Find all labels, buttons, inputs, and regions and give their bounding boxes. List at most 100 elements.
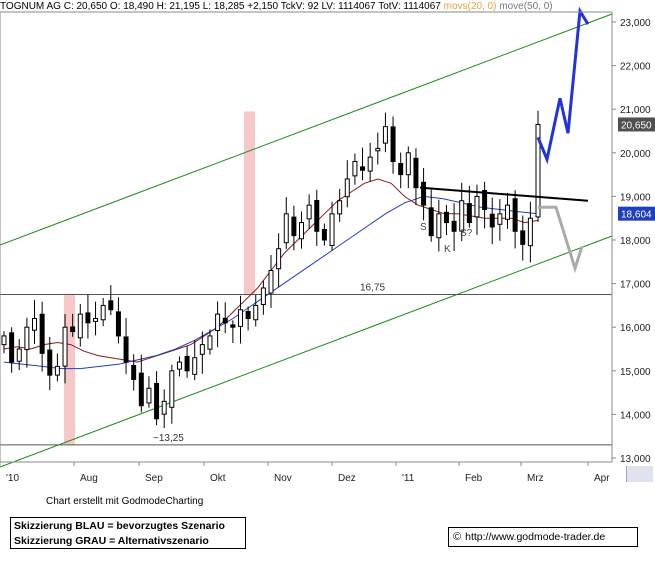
candle-body xyxy=(299,222,305,240)
candle-body xyxy=(451,220,457,232)
y-tick-label: 20,000 xyxy=(620,149,651,160)
candle-body xyxy=(146,387,152,404)
level-label: ~13,25 xyxy=(153,433,184,444)
candle-body xyxy=(54,365,60,376)
candle-body xyxy=(360,166,366,171)
candle-body xyxy=(85,312,91,324)
candle-body xyxy=(1,335,7,346)
source-url[interactable]: © http://www.godmode-trader.de xyxy=(448,527,638,547)
x-tick-label: Okt xyxy=(210,473,226,484)
candle-body xyxy=(306,204,312,220)
candle-body xyxy=(154,382,160,420)
level-label: 16,75 xyxy=(360,283,385,294)
candle-body xyxy=(283,213,289,244)
candle-body xyxy=(230,324,236,328)
ma20-legend: movs(20, 0) xyxy=(443,1,497,12)
y-tick-label: 14,000 xyxy=(620,410,651,421)
candle-body xyxy=(253,304,259,321)
candle-body xyxy=(421,181,427,206)
candle-body xyxy=(466,203,472,224)
candle-body xyxy=(443,211,449,224)
candle-body xyxy=(138,372,144,407)
candle-body xyxy=(62,326,68,367)
candle-body xyxy=(24,326,30,351)
candle-body xyxy=(131,365,137,381)
candle-body xyxy=(32,317,38,331)
candle-body xyxy=(9,332,15,363)
x-tick-label: Feb xyxy=(465,473,483,484)
high-value: H: 21,195 xyxy=(156,1,200,12)
candle-body xyxy=(237,309,243,327)
candle-body xyxy=(436,213,442,239)
candle-body xyxy=(123,336,129,363)
y-tick-label: 16,000 xyxy=(620,323,651,334)
candle-body xyxy=(108,300,114,311)
candle-body xyxy=(390,126,396,163)
candle-body xyxy=(291,216,297,237)
y-tick-label: 15,000 xyxy=(620,367,651,378)
candle-body xyxy=(398,162,404,176)
instrument-name: TOGNUM AG xyxy=(0,1,61,12)
candle-body xyxy=(459,200,465,232)
lv-value: LV: 1114067 xyxy=(321,1,376,12)
totv-value: TotV: 1114067 xyxy=(378,1,441,12)
candle-body xyxy=(115,311,121,337)
chart-header: TOGNUM AG C: 20,650 O: 18,490 H: 21,195 … xyxy=(0,0,553,13)
candle-body xyxy=(329,213,335,246)
candle-body xyxy=(70,326,76,333)
candle-body xyxy=(77,313,83,339)
y-tick-label: 23,000 xyxy=(620,18,651,29)
x-tick-label: Mrz xyxy=(527,473,544,484)
candle-body xyxy=(428,207,434,237)
candle-body xyxy=(474,195,480,218)
candle-body xyxy=(352,161,358,177)
last-price-tag: 20,650 xyxy=(621,120,652,131)
chart-credit: Chart erstellt mit GodmodeCharting xyxy=(46,496,204,507)
candle-body xyxy=(199,344,205,355)
highlight-zone xyxy=(244,111,255,295)
candle-body xyxy=(192,357,198,375)
plot-frame xyxy=(0,11,613,463)
candle-body xyxy=(93,317,99,322)
pattern-label: S? xyxy=(460,228,473,239)
candle-body xyxy=(512,198,518,232)
x-tick-label: '10 xyxy=(6,473,19,484)
candle-body xyxy=(482,189,488,210)
candle-body xyxy=(337,200,343,215)
y-tick-label: 18,000 xyxy=(620,236,651,247)
low-value: L: 18,285 xyxy=(202,1,245,12)
ma-value-tag-bg xyxy=(618,206,655,221)
candle-body xyxy=(276,248,282,270)
legend-grey: Skizzierung GRAU = Alternativszenario xyxy=(14,535,209,547)
change-value: +2,150 xyxy=(247,1,279,12)
open-value: O: 18,490 xyxy=(109,1,154,12)
candle-body xyxy=(100,304,106,321)
y-tick-label: 22,000 xyxy=(620,62,651,73)
chart-toggle-button[interactable] xyxy=(626,466,653,482)
y-tick-label: 13,000 xyxy=(620,454,651,465)
candle-body xyxy=(222,317,228,324)
url-text[interactable]: http://www.godmode-trader.de xyxy=(465,531,606,543)
price-chart: 16,75 ~13,25 S K S? 13,000 14,000 15,000 16,000… xyxy=(0,6,655,484)
x-tick-label: Nov xyxy=(274,473,292,484)
candle-body xyxy=(344,178,350,198)
candle-body xyxy=(176,361,182,370)
blue-scenario-path xyxy=(536,6,590,165)
ma50-legend: move(50, 0) xyxy=(499,1,553,12)
candle-body xyxy=(314,199,320,232)
candle-body xyxy=(47,349,53,376)
candle-body xyxy=(504,204,510,220)
close-value: C: 20,650 xyxy=(63,1,108,12)
scenario-legend: Skizzierung BLAU = bevorzugtes Szenario … xyxy=(10,517,246,549)
candle-body xyxy=(520,230,526,245)
highlight-zone xyxy=(64,294,75,445)
candle-body xyxy=(184,355,190,372)
x-tick-label: Apr xyxy=(594,473,610,484)
candle-body xyxy=(16,348,22,362)
neckline xyxy=(419,186,589,202)
ma-value-tag: 18,604 xyxy=(621,210,652,221)
candle-body xyxy=(215,313,221,332)
candle-body xyxy=(169,370,175,408)
candle-body xyxy=(268,270,274,294)
channel-lower-line xyxy=(0,235,613,468)
